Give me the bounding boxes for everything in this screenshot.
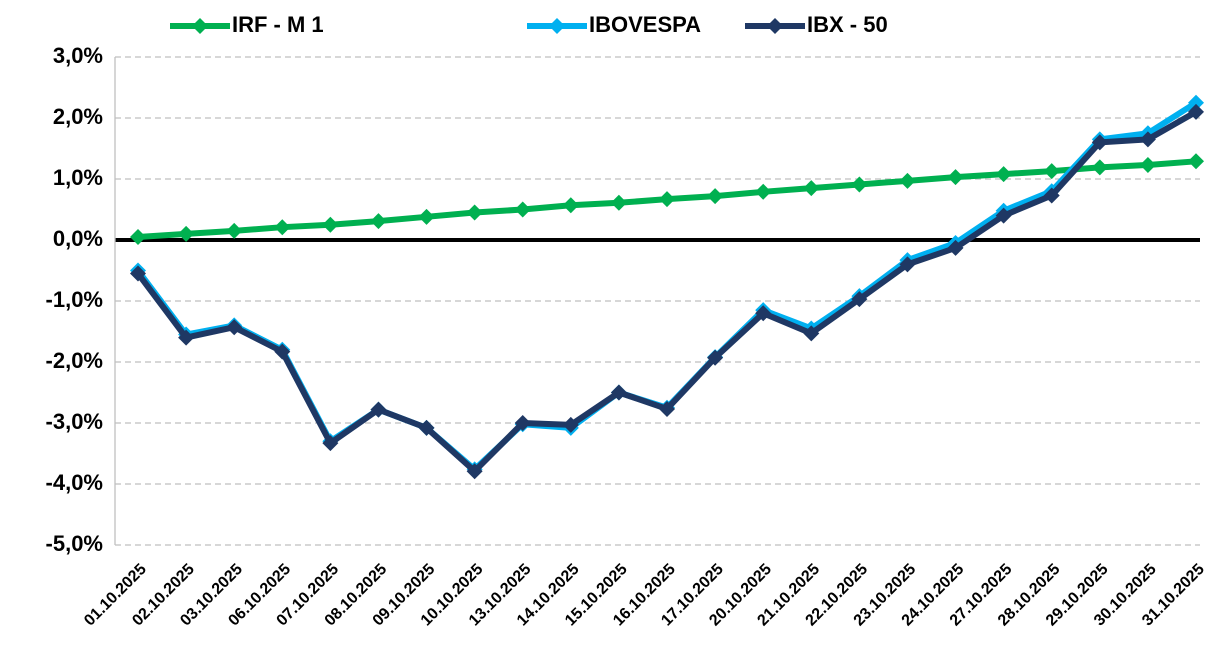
point <box>514 201 531 218</box>
point <box>851 176 868 193</box>
y-tick-label: 1,0% <box>53 165 103 190</box>
y-tick-label: -3,0% <box>46 409 103 434</box>
point <box>947 169 964 186</box>
point <box>707 188 724 205</box>
legend-label: IBOVESPA <box>589 12 701 37</box>
y-tick-label: -4,0% <box>46 470 103 495</box>
legend-label: IBX - 50 <box>807 12 888 37</box>
point <box>659 400 675 417</box>
legend-marker <box>767 18 783 34</box>
y-tick-label: -2,0% <box>46 348 103 373</box>
point <box>755 183 772 200</box>
series-line <box>135 109 1198 475</box>
point <box>995 207 1012 224</box>
y-tick-label: 0,0% <box>53 226 103 251</box>
point <box>322 435 339 452</box>
point <box>1188 153 1204 170</box>
point <box>659 191 675 208</box>
point <box>322 216 339 233</box>
point <box>803 180 820 197</box>
point <box>274 219 291 236</box>
point <box>274 343 291 360</box>
series <box>130 94 1204 478</box>
point <box>1188 103 1204 120</box>
point <box>130 228 146 245</box>
point <box>707 349 724 366</box>
point <box>562 197 579 214</box>
point <box>610 384 627 401</box>
point <box>562 416 579 433</box>
y-tick-label: -5,0% <box>46 531 103 556</box>
point <box>995 166 1012 183</box>
y-tick-label: 2,0% <box>53 104 103 129</box>
point <box>1188 94 1204 111</box>
point <box>370 401 387 418</box>
point <box>803 325 820 342</box>
point <box>130 265 146 282</box>
point <box>466 463 483 480</box>
legend-marker <box>549 18 565 34</box>
point <box>226 222 243 239</box>
point <box>851 291 868 308</box>
series <box>130 153 1204 245</box>
point <box>466 204 483 221</box>
point <box>418 419 435 436</box>
point <box>899 256 916 273</box>
point <box>610 194 627 211</box>
point <box>178 329 195 346</box>
point <box>1139 156 1156 173</box>
point <box>514 415 531 431</box>
point <box>1091 159 1108 176</box>
point <box>947 239 964 256</box>
point <box>1091 134 1108 151</box>
point <box>755 305 772 322</box>
point <box>370 213 387 230</box>
point <box>418 208 435 225</box>
point <box>1043 187 1060 204</box>
point <box>1043 163 1060 180</box>
legend-label: IRF - M 1 <box>232 12 324 37</box>
point <box>178 225 195 242</box>
series <box>130 103 1204 480</box>
y-tick-label: 3,0% <box>53 43 103 68</box>
point <box>226 319 243 336</box>
legend-marker <box>192 18 208 34</box>
point <box>899 172 916 189</box>
y-tick-label: -1,0% <box>46 287 103 312</box>
point <box>1139 131 1156 148</box>
